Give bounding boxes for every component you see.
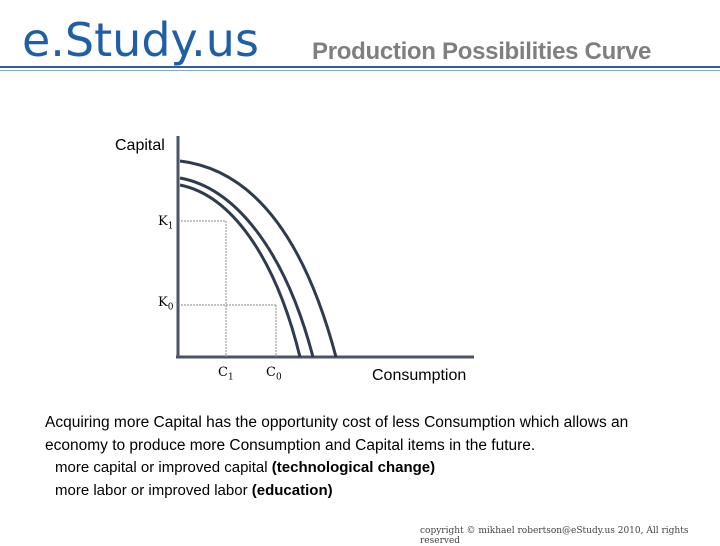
ppc-curve-inner <box>179 183 302 358</box>
c1-label: C1 <box>218 365 234 383</box>
c0-label: C0 <box>266 365 282 383</box>
ppc-curve-middle <box>179 176 315 358</box>
y-axis-label: Capital <box>115 137 165 154</box>
logo: e.Study.us <box>22 13 259 67</box>
bullet-capital: more capital or improved capital (techno… <box>55 459 436 476</box>
x-axis-label: Consumption <box>372 367 467 384</box>
bullet-labor: more labor or improved labor (education) <box>55 482 333 499</box>
explanation-paragraph: Acquiring more Capital has the opportuni… <box>45 414 629 454</box>
header-rule-thin <box>0 70 720 71</box>
k1-label: K1 <box>158 214 174 232</box>
k0-label: K0 <box>158 295 174 313</box>
copyright-notice: copyright © mikhael robertson@eStudy.us … <box>420 526 689 546</box>
header-rule <box>0 66 720 68</box>
ppc-curve-outer <box>179 159 338 358</box>
page-title: Production Possibilities Curve <box>312 38 652 65</box>
